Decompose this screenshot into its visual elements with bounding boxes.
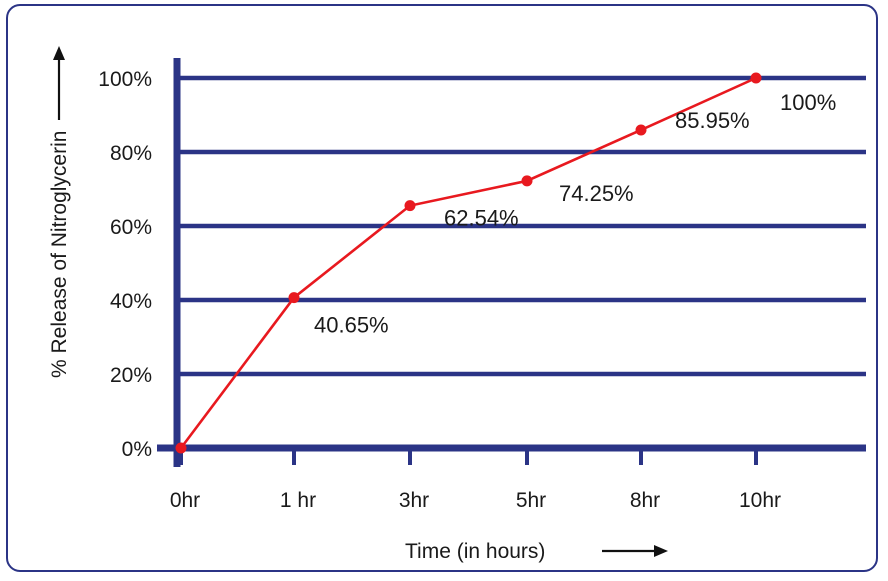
x-tick-label: 0hr [170, 489, 200, 512]
y-axis-title-group: % Release of Nitroglycerin [48, 46, 71, 378]
y-tick-label: 0% [122, 438, 152, 461]
axes [157, 58, 866, 467]
data-point [521, 175, 533, 187]
grid-lines [177, 75, 866, 377]
data-label: 85.95% [675, 108, 750, 133]
x-tick-label: 3hr [399, 489, 429, 512]
data-label: 40.65% [314, 313, 389, 338]
data-label: 62.54% [444, 206, 519, 231]
y-tick-label: 80% [110, 142, 152, 165]
x-axis-title: Time (in hours) [405, 540, 545, 563]
x-tick-label: 5hr [516, 489, 546, 512]
chart-frame [6, 4, 878, 572]
data-point [635, 124, 647, 136]
x-axis-title-group: Time (in hours) [405, 540, 668, 563]
y-tick-labels: 0% 20% 40% 60% 80% 100% [98, 68, 152, 461]
y-axis-arrow-icon [53, 46, 65, 60]
x-tick-label: 1 hr [280, 489, 316, 512]
data-label: 74.25% [559, 181, 634, 206]
data-point [288, 292, 300, 304]
data-label: 100% [780, 90, 836, 115]
y-axis-title: % Release of Nitroglycerin [48, 131, 71, 378]
data-labels: 40.65% 62.54% 74.25% 85.95% 100% [314, 90, 836, 338]
y-tick-label: 20% [110, 364, 152, 387]
y-tick-label: 40% [110, 290, 152, 313]
x-ticks: 0hr 1 hr 3hr 5hr 8hr 10hr [170, 448, 781, 512]
x-tick-label: 8hr [630, 489, 660, 512]
series-line [179, 76, 757, 449]
data-points [175, 72, 762, 454]
x-axis-arrow-icon [654, 545, 668, 557]
y-tick-label: 100% [98, 68, 152, 91]
data-point [750, 72, 762, 84]
data-point [175, 442, 187, 454]
data-point [404, 200, 416, 212]
y-tick-label: 60% [110, 216, 152, 239]
x-tick-label: 10hr [739, 489, 781, 512]
